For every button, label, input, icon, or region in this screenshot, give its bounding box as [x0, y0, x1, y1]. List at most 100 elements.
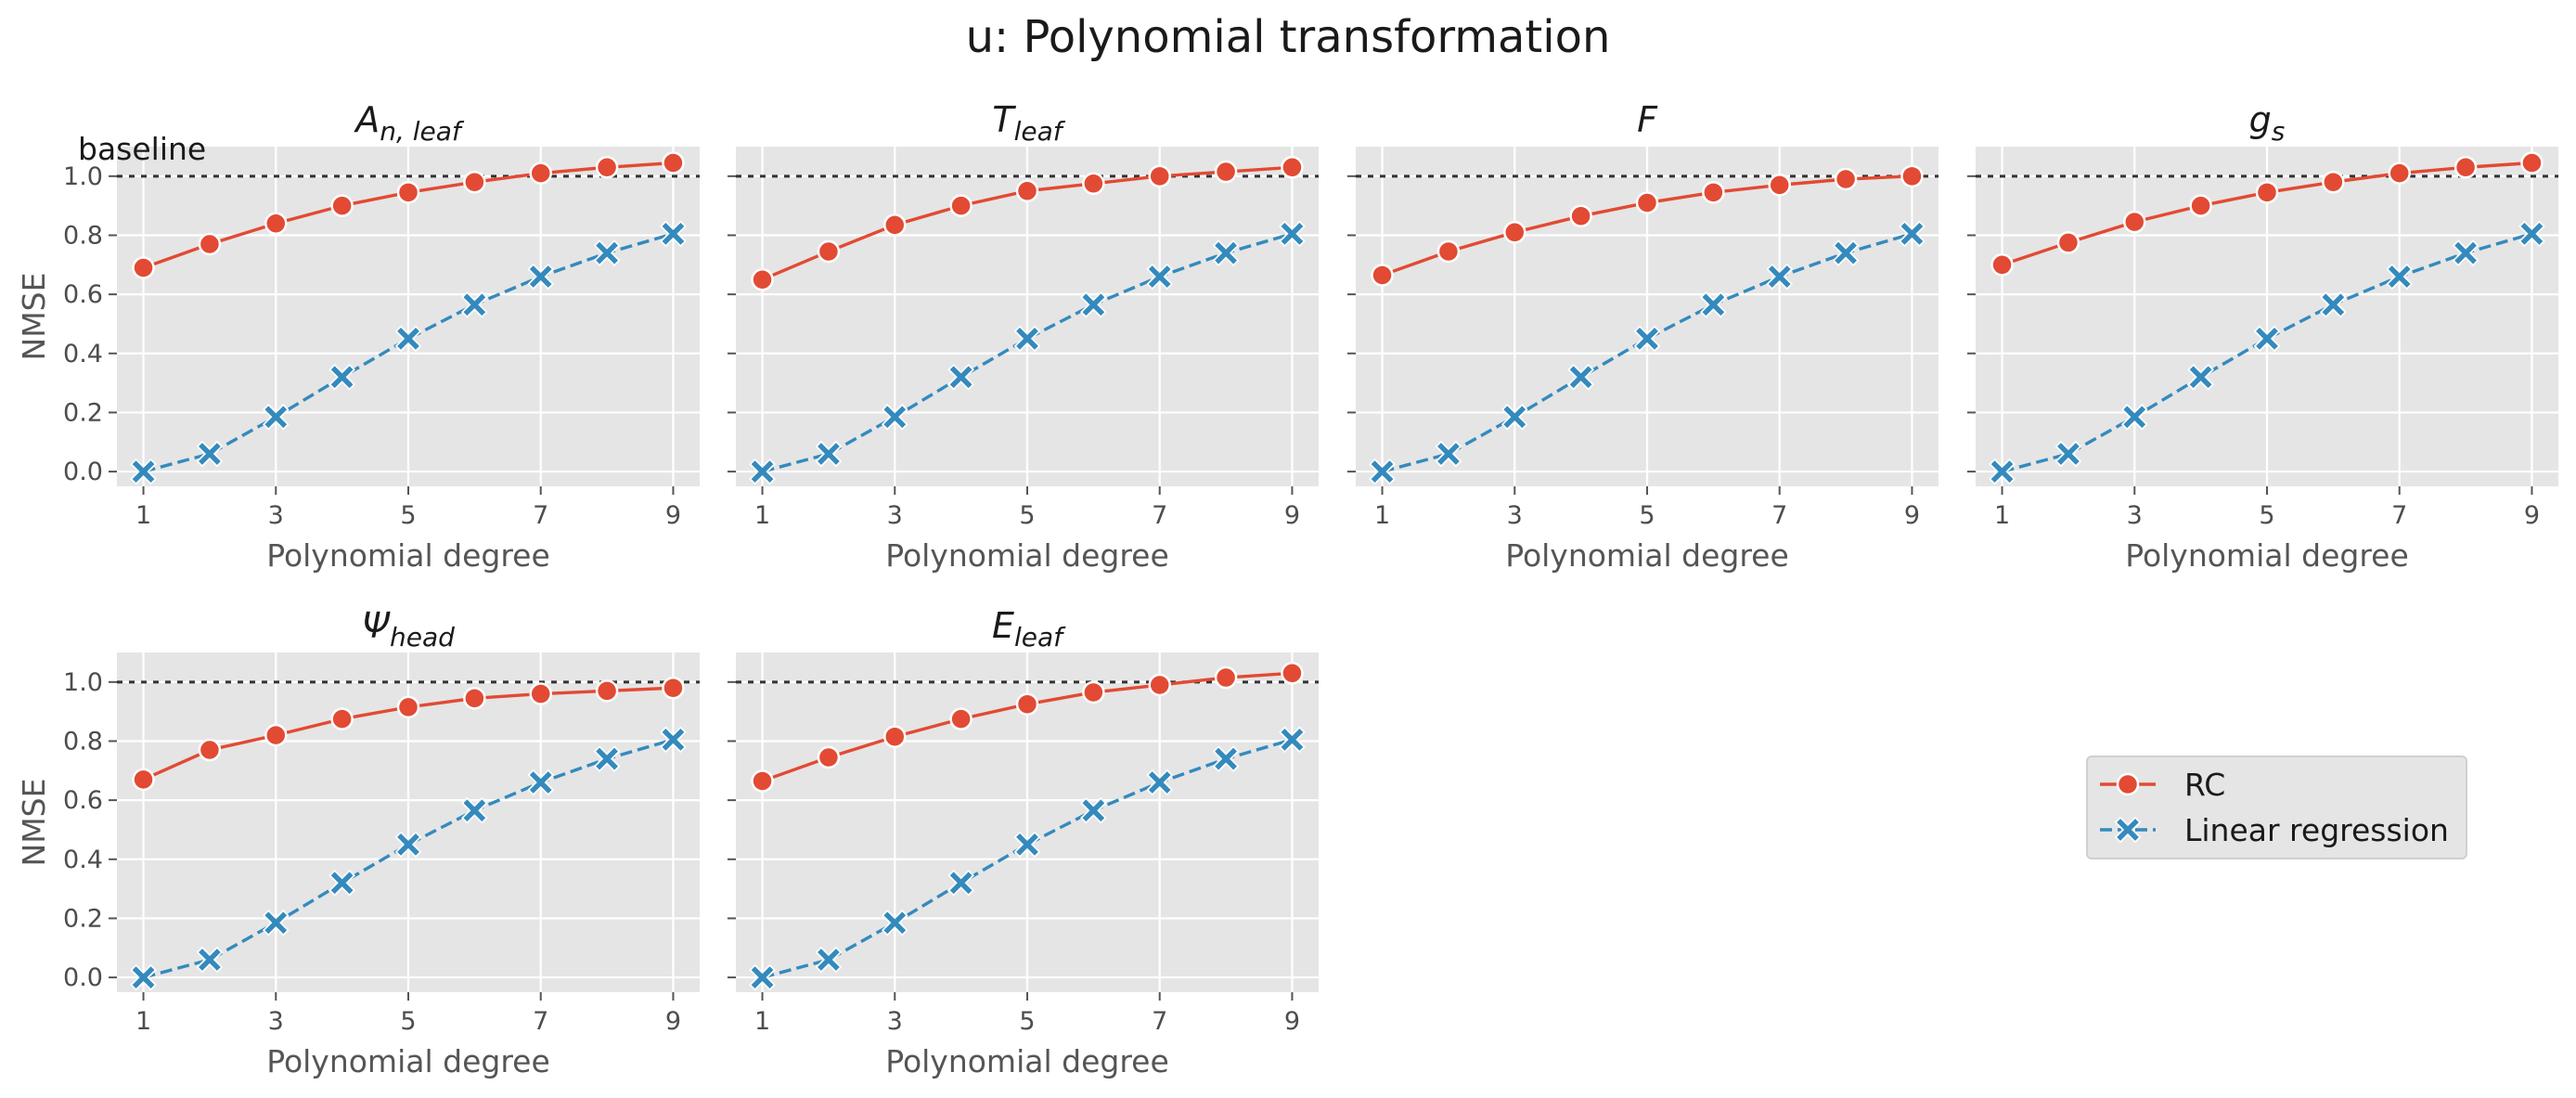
legend-entry: RC — [2100, 767, 2225, 803]
linear-regression-point — [2054, 440, 2082, 468]
linear-regression-point — [196, 440, 224, 468]
x-tick-label: 9 — [665, 1007, 681, 1036]
panel-title: An, leaf — [353, 99, 465, 147]
x-tick-label: 1 — [135, 1007, 151, 1036]
legend-label: Linear regression — [2184, 812, 2449, 848]
x-tick-label: 1 — [1374, 501, 1390, 530]
rc-point — [1436, 239, 1461, 264]
linear-regression-point — [1146, 263, 1174, 291]
rc-point — [1503, 221, 1526, 244]
panel-title-main: T — [992, 99, 1016, 140]
panel-title-subscript: head — [390, 622, 455, 652]
rc-point — [132, 256, 155, 279]
rc-point — [396, 181, 420, 204]
linear-regression-point — [1279, 726, 1306, 754]
x-tick-label: 3 — [1507, 501, 1523, 530]
x-axis-label: Polynomial degree — [266, 537, 550, 574]
panel-title: Ψhead — [362, 605, 455, 652]
linear-regression-point — [1699, 291, 1727, 318]
linear-regression-point — [1013, 325, 1041, 353]
rc-point — [198, 738, 222, 762]
y-tick-label: 0.2 — [63, 398, 103, 427]
linear-regression-point — [1989, 458, 2016, 485]
linear-regression-point — [1899, 220, 1926, 248]
panel-title-subscript: n, leaf — [380, 116, 465, 147]
linear-regression-line — [143, 738, 674, 979]
linear-regression-point — [1013, 831, 1041, 859]
y-tick-label: 0.8 — [63, 727, 103, 756]
rc-point — [1768, 174, 1791, 197]
linear-regression-point — [660, 726, 687, 754]
x-tick-label: 7 — [1771, 501, 1787, 530]
y-tick-label: 0.4 — [63, 846, 103, 874]
rc-point — [1834, 167, 1858, 191]
linear-regression-point — [660, 220, 687, 248]
x-axis-label: Polynomial degree — [885, 537, 1169, 574]
x-tick-label: 1 — [754, 1007, 770, 1036]
rc-point — [1281, 662, 1304, 685]
legend-box — [2086, 756, 2467, 859]
x-axis-label: Polynomial degree — [1505, 537, 1789, 574]
rc-point — [751, 769, 774, 793]
linear-regression-point — [2518, 220, 2545, 248]
linear-regression-point — [881, 403, 908, 431]
y-tick-label: 0.2 — [63, 904, 103, 933]
rc-point — [1082, 172, 1105, 196]
rc-point — [817, 745, 841, 769]
panel-title-subscript: leaf — [1014, 116, 1066, 147]
rc-point — [2454, 156, 2478, 179]
linear-regression-point — [527, 769, 555, 796]
linear-regression-point — [1212, 239, 1240, 266]
linear-regression-point — [1079, 291, 1107, 318]
rc-point — [2255, 181, 2279, 204]
x-tick-label: 5 — [1019, 1007, 1035, 1036]
linear-regression-point — [2319, 291, 2347, 318]
rc-point — [529, 682, 552, 705]
linear-regression-point — [328, 869, 355, 897]
rc-point — [1082, 680, 1105, 704]
linear-regression-point — [461, 796, 488, 824]
panel-title-main: g — [2249, 99, 2272, 140]
y-tick-label: 0.6 — [63, 786, 103, 815]
rc-point — [1990, 253, 2014, 277]
rc-point — [662, 151, 685, 174]
linear-regression-point — [328, 363, 355, 391]
rc-point — [949, 194, 972, 217]
rc-point — [132, 768, 155, 792]
y-tick-label: 0.0 — [63, 458, 103, 486]
x-axis-label: Polynomial degree — [2125, 537, 2409, 574]
panels: 0.0 0.2 0.4 0.6 0.8 1.0 1 3 5 7 9 An, leaf Polynomia… — [16, 99, 2558, 1079]
x-tick-label: 7 — [1152, 501, 1167, 530]
linear-regression-point — [1633, 325, 1661, 353]
x-tick-label: 7 — [533, 501, 548, 530]
panel-title: Eleaf — [992, 605, 1066, 652]
linear-regression-point — [749, 963, 776, 991]
rc-point — [2322, 170, 2345, 194]
x-axis-label: Polynomial degree — [885, 1043, 1169, 1079]
legend-marker-x — [2114, 816, 2142, 844]
rc-point — [1281, 156, 1304, 179]
rc-point — [817, 239, 841, 264]
rc-point — [2520, 151, 2544, 174]
rc-point — [1214, 665, 1238, 690]
panel-1: 0.0 0.2 0.4 0.6 0.8 1.0 1 3 5 7 9 An, leaf Polynomia… — [16, 99, 700, 574]
panel-title: F — [1637, 99, 1658, 140]
rc-point — [751, 267, 774, 291]
panel-title: Tleaf — [992, 99, 1065, 147]
baseline-annotation: baseline — [78, 131, 206, 167]
panel-title: gs — [2249, 99, 2286, 147]
linear-regression-line — [762, 738, 1293, 979]
rc-point — [662, 676, 685, 700]
panel-4: 1 3 5 7 9 gs Polynomial degree — [1967, 99, 2558, 574]
x-tick-label: 5 — [1639, 501, 1655, 530]
linear-regression-point — [2452, 239, 2479, 266]
linear-regression-point — [1567, 363, 1595, 391]
x-tick-label: 3 — [887, 1007, 903, 1036]
linear-regression-point — [2386, 263, 2414, 291]
linear-regression-point — [130, 458, 157, 485]
panel-title-main: A — [353, 99, 380, 140]
linear-regression-point — [1832, 239, 1860, 266]
linear-regression-point — [1369, 458, 1396, 485]
rc-point — [1635, 191, 1659, 214]
panel-title-main: E — [992, 605, 1014, 646]
